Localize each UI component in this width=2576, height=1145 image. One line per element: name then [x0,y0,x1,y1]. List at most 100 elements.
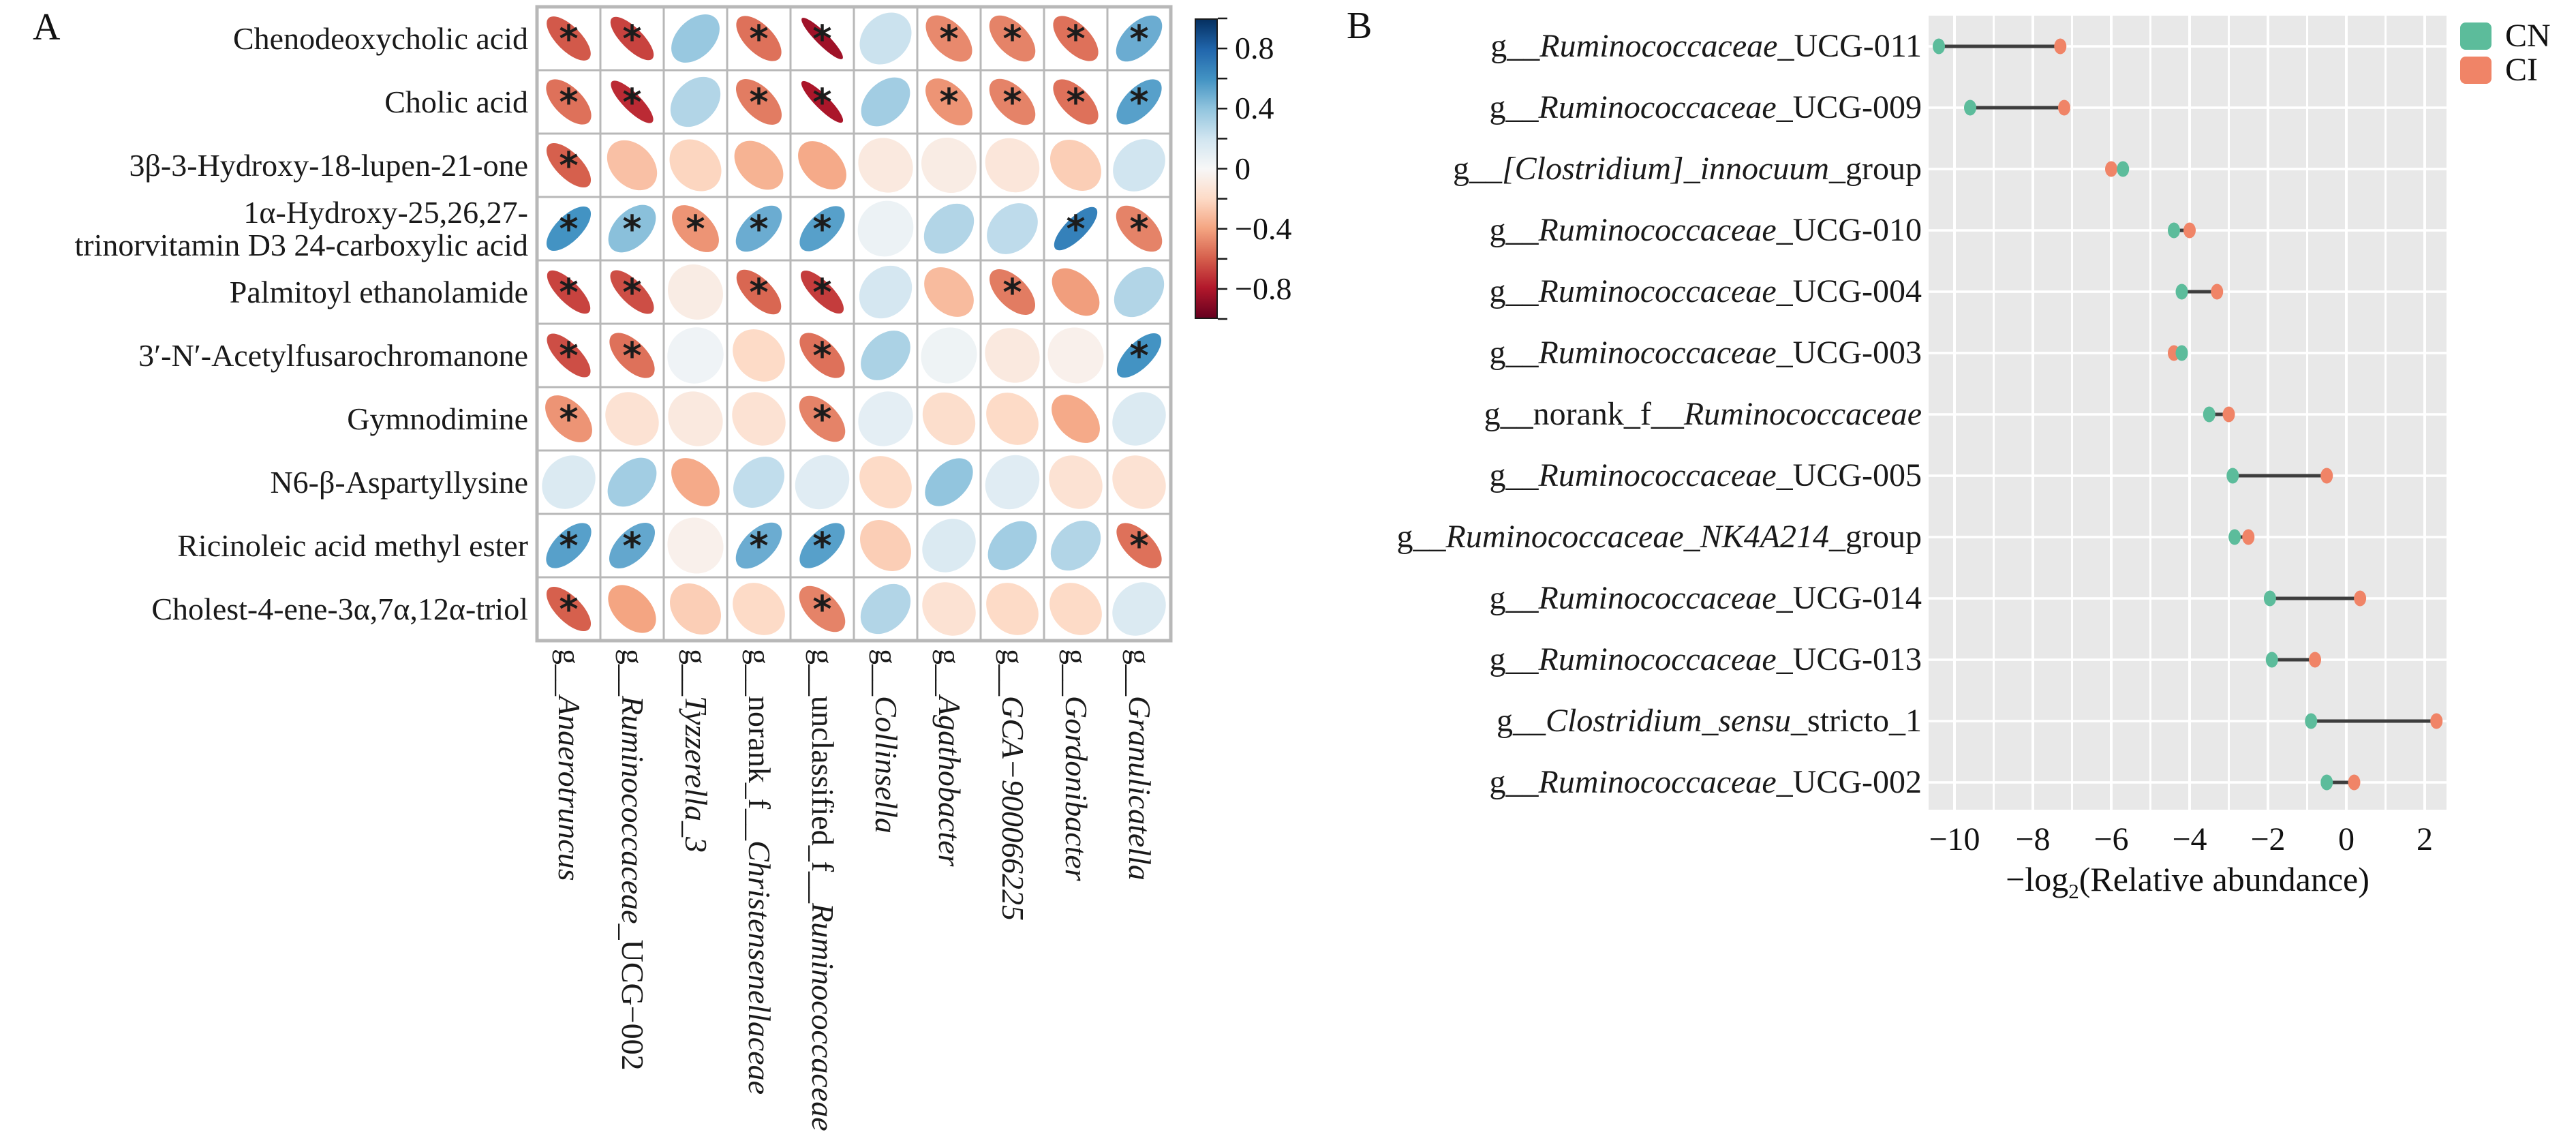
genus-name-segment: g__ [615,649,650,696]
correlation-ellipse [1116,79,1162,125]
correlation-ellipse [672,205,719,252]
correlation-ellipse [733,457,784,508]
correlation-ellipse [733,583,785,635]
legend-label-cn: CN [2505,18,2551,54]
cn-dot [2228,529,2241,545]
ci-dot [2354,590,2367,607]
correlation-ellipse [1116,333,1162,378]
significance-asterisk: * [559,525,578,568]
cn-dot [2175,345,2188,361]
panel-a-label: A [33,6,61,48]
ci-dot [2320,468,2333,484]
genus-column-label-text: g__unclassified_f__Ruminococcaceae [805,649,840,1131]
ci-dot [2058,100,2070,116]
significance-asterisk: * [1129,208,1148,251]
genus-name-segment: Ruminococcaceae [1538,335,1777,371]
genus-name-segment: Granulicatella [1122,696,1157,881]
x-tick-label: −10 [1929,821,1980,857]
x-axis-title-sub: 2 [2068,879,2079,903]
correlation-ellipse [990,269,1035,315]
cn-dot [2168,222,2180,239]
correlation-ellipse [735,205,782,252]
correlation-ellipse [607,140,658,191]
significance-asterisk: * [812,208,831,251]
genus-column-label-text: g__Gordonibacter [1058,649,1094,881]
significance-asterisk: * [622,335,641,378]
significance-asterisk: * [1002,81,1022,124]
significance-asterisk: * [812,81,831,124]
matrix-cell [789,69,855,135]
genus-name-segment: g__ [1490,28,1540,64]
correlation-ellipse [547,16,591,61]
correlation-ellipse [610,16,654,61]
x-tick-label: −6 [2094,821,2129,857]
correlation-ellipse [921,138,977,193]
correlation-ellipse [986,393,1039,445]
correlation-matrix: * * * * * * * * * * * * * * * * * * * * * * * * * * * * * * * * * * * * * * * *… [535,5,1173,643]
correlation-ellipse [546,586,592,632]
correlation-ellipse [1049,583,1102,635]
genus-name-segment: g__ [1058,649,1094,696]
correlation-ellipse [922,582,976,636]
significance-asterisk: * [1002,271,1022,314]
correlation-ellipse [860,520,911,571]
genus-name-segment: g__ [1489,273,1539,309]
genus-name-segment: Clostridium_sensu [1545,703,1792,739]
significance-asterisk: * [812,588,831,631]
genus-name-segment: GCA−900066225 [995,696,1030,921]
plot-background [1929,16,2447,810]
cn-swatch [2460,22,2491,50]
correlation-ellipse [1047,327,1104,384]
significance-asterisk: * [812,335,831,378]
genus-name-segment: Anaerotruncus [551,696,587,881]
genus-name-segment: _UCG-003 [1776,335,1922,371]
significance-asterisk: * [559,271,578,314]
genus-name-segment: _stricto_1 [1791,703,1922,739]
significance-asterisk: * [622,18,641,61]
correlation-ellipse [545,395,592,442]
correlation-ellipse [985,138,1040,193]
correlation-ellipse [799,523,845,568]
genus-name-segment: g__ [551,649,587,696]
genus-name-segment: g__ [1489,764,1539,800]
significance-asterisk: * [1129,525,1148,568]
x-tick-label: 2 [2417,821,2433,857]
correlation-ellipse [734,140,784,190]
genus-name-segment: _UCG-010 [1776,212,1922,248]
correlation-ellipse [1050,520,1101,571]
correlation-ellipse [671,458,720,506]
genus-name-segment: Ruminococcaceae [805,903,840,1131]
genus-name-segment: _group [1829,151,1922,187]
correlation-ellipse [1112,455,1166,509]
genus-name-segment: Ruminococcaceae [1538,89,1777,125]
matrix-cell [1043,69,1109,135]
correlation-ellipse [607,457,657,507]
genus-name-segment: g__norank_f__ [741,649,777,841]
ci-dot [2222,406,2235,423]
genus-name-segment: Ruminococcaceae [1538,764,1777,800]
ci-dot [2054,38,2067,55]
significance-asterisk: * [622,81,641,124]
genus-name-segment: g__ [1489,89,1539,125]
ci-dot [2348,774,2361,791]
correlation-ellipse [925,78,972,125]
correlation-ellipse [669,139,722,192]
dumbbell-category-label: g__Ruminococcaceae_UCG-005 [1329,459,1922,492]
dumbbell-plot [1929,16,2447,810]
correlation-ellipse [735,522,782,569]
significance-asterisk: * [559,18,578,61]
ci-dot [2105,161,2117,177]
correlation-ellipse [546,206,592,251]
significance-asterisk: * [1129,18,1148,61]
genus-name-segment: _UCG-013 [1776,641,1922,677]
significance-asterisk: * [559,398,578,441]
metabolite-label: Cholic acid [384,84,528,119]
correlation-ellipse [1116,523,1162,568]
correlation-ellipse [609,333,655,378]
correlation-ellipse [799,333,845,378]
legend-label-ci: CI [2505,52,2538,88]
x-axis-title-pre: −log [2006,860,2069,898]
correlation-ellipse [925,458,973,506]
